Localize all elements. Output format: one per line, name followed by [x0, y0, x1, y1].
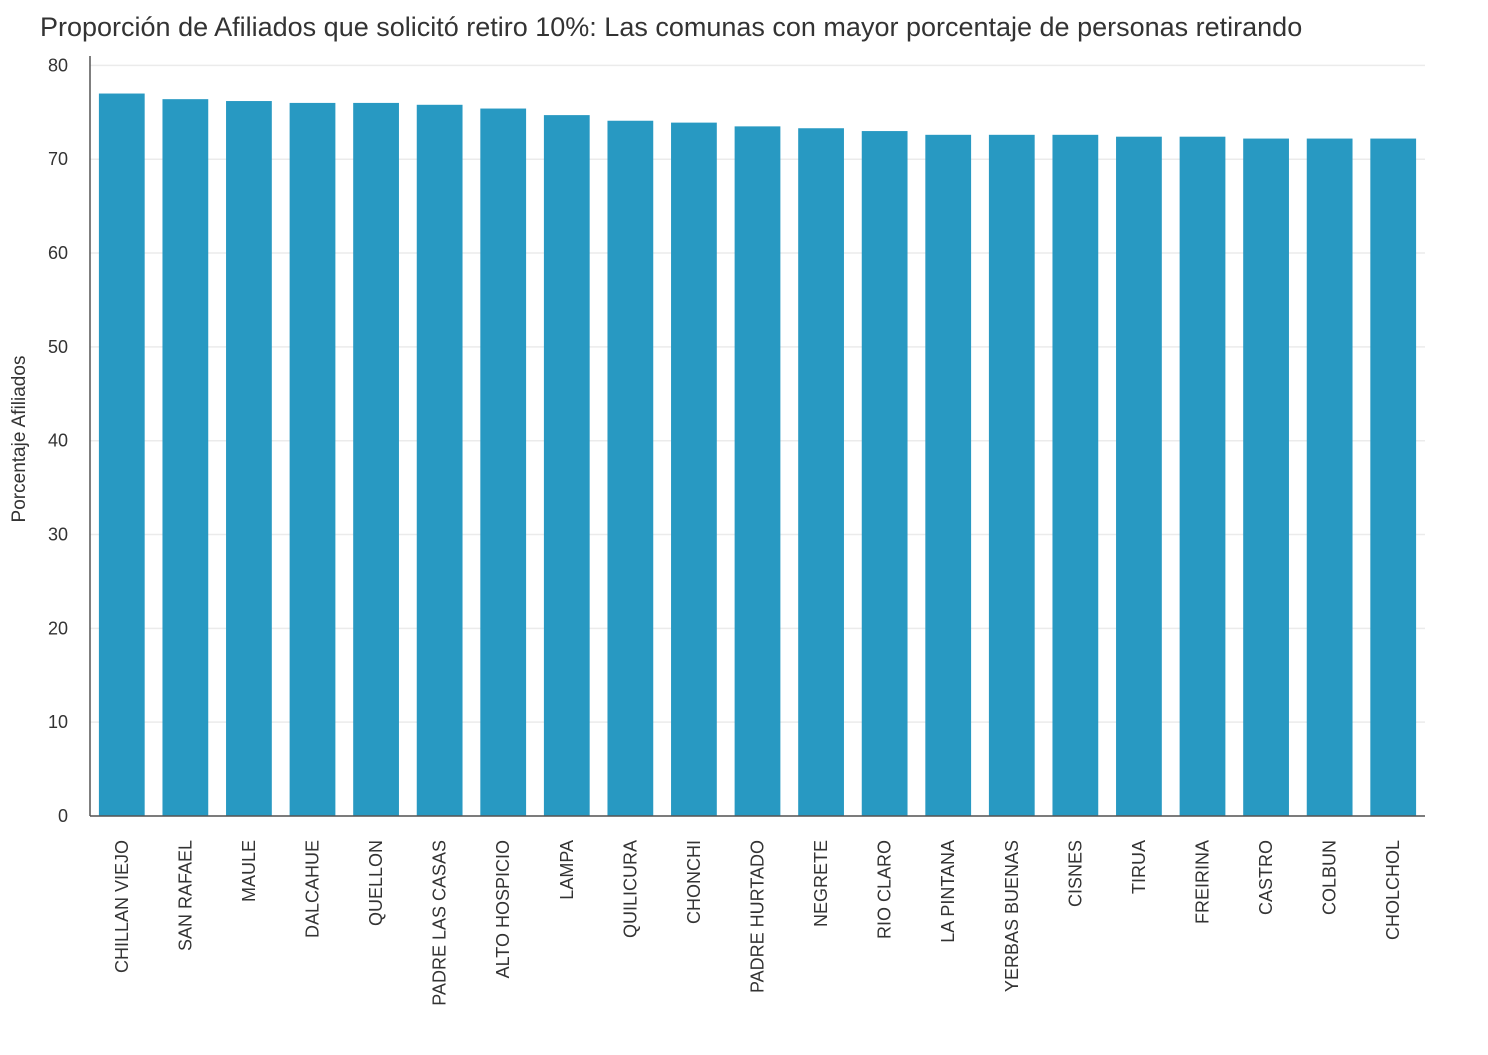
x-tick-label: CISNES	[1065, 840, 1085, 907]
bar	[671, 122, 717, 816]
bar	[861, 131, 908, 817]
bar	[798, 128, 844, 816]
bar	[1370, 138, 1417, 817]
x-tick-label: QUILICURA	[620, 840, 640, 938]
y-tick-label: 80	[48, 55, 68, 75]
x-tick-label: RIO CLARO	[875, 840, 895, 939]
x-tick-label: LAMPA	[557, 840, 577, 900]
bar	[543, 115, 590, 817]
y-tick-label: 40	[48, 431, 68, 451]
x-tick-label: MAULE	[239, 840, 259, 902]
x-tick-label: COLBUN	[1320, 840, 1340, 915]
bar	[1116, 136, 1162, 817]
y-tick-label: 10	[48, 712, 68, 732]
y-tick-label: 60	[48, 243, 68, 263]
bar	[1179, 136, 1226, 817]
x-tick-label: QUELLON	[366, 840, 386, 926]
y-tick-label: 20	[48, 618, 68, 638]
x-tick-labels: CHILLAN VIEJO SAN RAFAEL MAULE DALCAHUE QUEL…	[112, 840, 1403, 1006]
y-tick-label: 70	[48, 149, 68, 169]
x-tick-label: CASTRO	[1256, 840, 1276, 915]
bar	[925, 134, 972, 816]
bar	[1306, 138, 1353, 817]
x-tick-label: TIRUA	[1129, 840, 1149, 894]
x-tick-label: CHONCHI	[684, 840, 704, 924]
x-tick-label: LA PINTANA	[938, 840, 958, 943]
bar	[353, 102, 399, 817]
y-axis-label: Porcentaje Afiliados	[9, 356, 30, 523]
bar	[226, 101, 272, 816]
bar	[1243, 138, 1289, 817]
x-tick-label: DALCAHUE	[303, 840, 323, 938]
bar	[480, 108, 527, 816]
bar	[734, 126, 781, 817]
chart-title: Proporción de Afiliados que solicitó ret…	[40, 12, 1302, 42]
x-tick-label: SAN RAFAEL	[175, 840, 195, 951]
bar	[289, 102, 336, 817]
x-tick-label: ALTO HOSPICIO	[493, 840, 513, 978]
bar	[416, 104, 463, 817]
x-tick-label: PADRE LAS CASAS	[430, 840, 450, 1006]
x-tick-label: YERBAS BUENAS	[1002, 840, 1022, 992]
y-tick-label: 50	[48, 337, 68, 357]
bar	[162, 99, 209, 816]
y-tick-labels: 0 10 20 30 40 50 60 70 80	[48, 55, 68, 826]
bar	[98, 93, 145, 816]
bar	[988, 134, 1035, 816]
y-tick-label: 30	[48, 525, 68, 545]
x-tick-label: PADRE HURTADO	[748, 840, 768, 993]
x-tick-label: CHILLAN VIEJO	[112, 840, 132, 973]
bar	[607, 120, 654, 817]
x-tick-label: NEGRETE	[811, 840, 831, 927]
axes	[89, 56, 1425, 817]
bars	[98, 93, 1417, 817]
bar	[1052, 134, 1099, 816]
x-tick-label: CHOLCHOL	[1383, 840, 1403, 940]
x-tick-label: FREIRINA	[1193, 840, 1213, 924]
y-tick-label: 0	[58, 806, 68, 826]
